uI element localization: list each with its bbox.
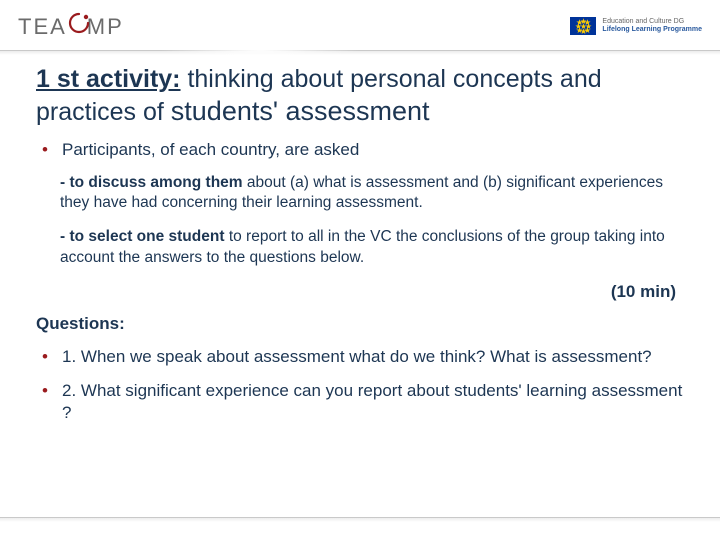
slide-content: 1 st activity: thinking about personal c…	[0, 56, 720, 424]
teacamp-logo: TEA MP	[18, 12, 124, 40]
questions-heading: Questions:	[36, 314, 684, 334]
title-bold: 1 st activity:	[36, 65, 181, 93]
intro-bullet-list: Participants, of each country, are asked	[38, 139, 684, 161]
footer-divider	[0, 514, 720, 522]
logo-text-mp: MP	[87, 14, 124, 40]
question-1: 1. When we speak about assessment what d…	[38, 346, 684, 368]
eu-line1: Education and Culture DG	[602, 18, 702, 26]
timing-label: (10 min)	[36, 282, 676, 302]
subpoint-select: - to select one student to report to all…	[60, 227, 684, 267]
subpoint-discuss: - to discuss among them about (a) what i…	[60, 173, 684, 213]
slide-title: 1 st activity: thinking about personal c…	[36, 64, 684, 129]
bullet-participants: Participants, of each country, are asked	[38, 139, 684, 161]
eu-programme-logo: Education and Culture DG Lifelong Learni…	[570, 17, 702, 35]
slide-header: TEA MP Education and Culture DG Lifelong…	[0, 0, 720, 48]
eu-line2: Lifelong Learning Programme	[602, 26, 702, 34]
subpoint-select-lead: - to select one student	[60, 228, 229, 245]
subpoint-discuss-lead: - to discuss among them	[60, 174, 247, 191]
logo-swoosh-icon	[66, 12, 88, 34]
question-2: 2. What significant experience can you r…	[38, 380, 684, 424]
title-large: students' assessment	[171, 96, 430, 126]
logo-text-tea: TEA	[18, 14, 67, 40]
eu-programme-text: Education and Culture DG Lifelong Learni…	[602, 18, 702, 33]
questions-list: 1. When we speak about assessment what d…	[38, 346, 684, 424]
eu-flag-icon	[570, 17, 596, 35]
header-divider	[0, 46, 720, 56]
